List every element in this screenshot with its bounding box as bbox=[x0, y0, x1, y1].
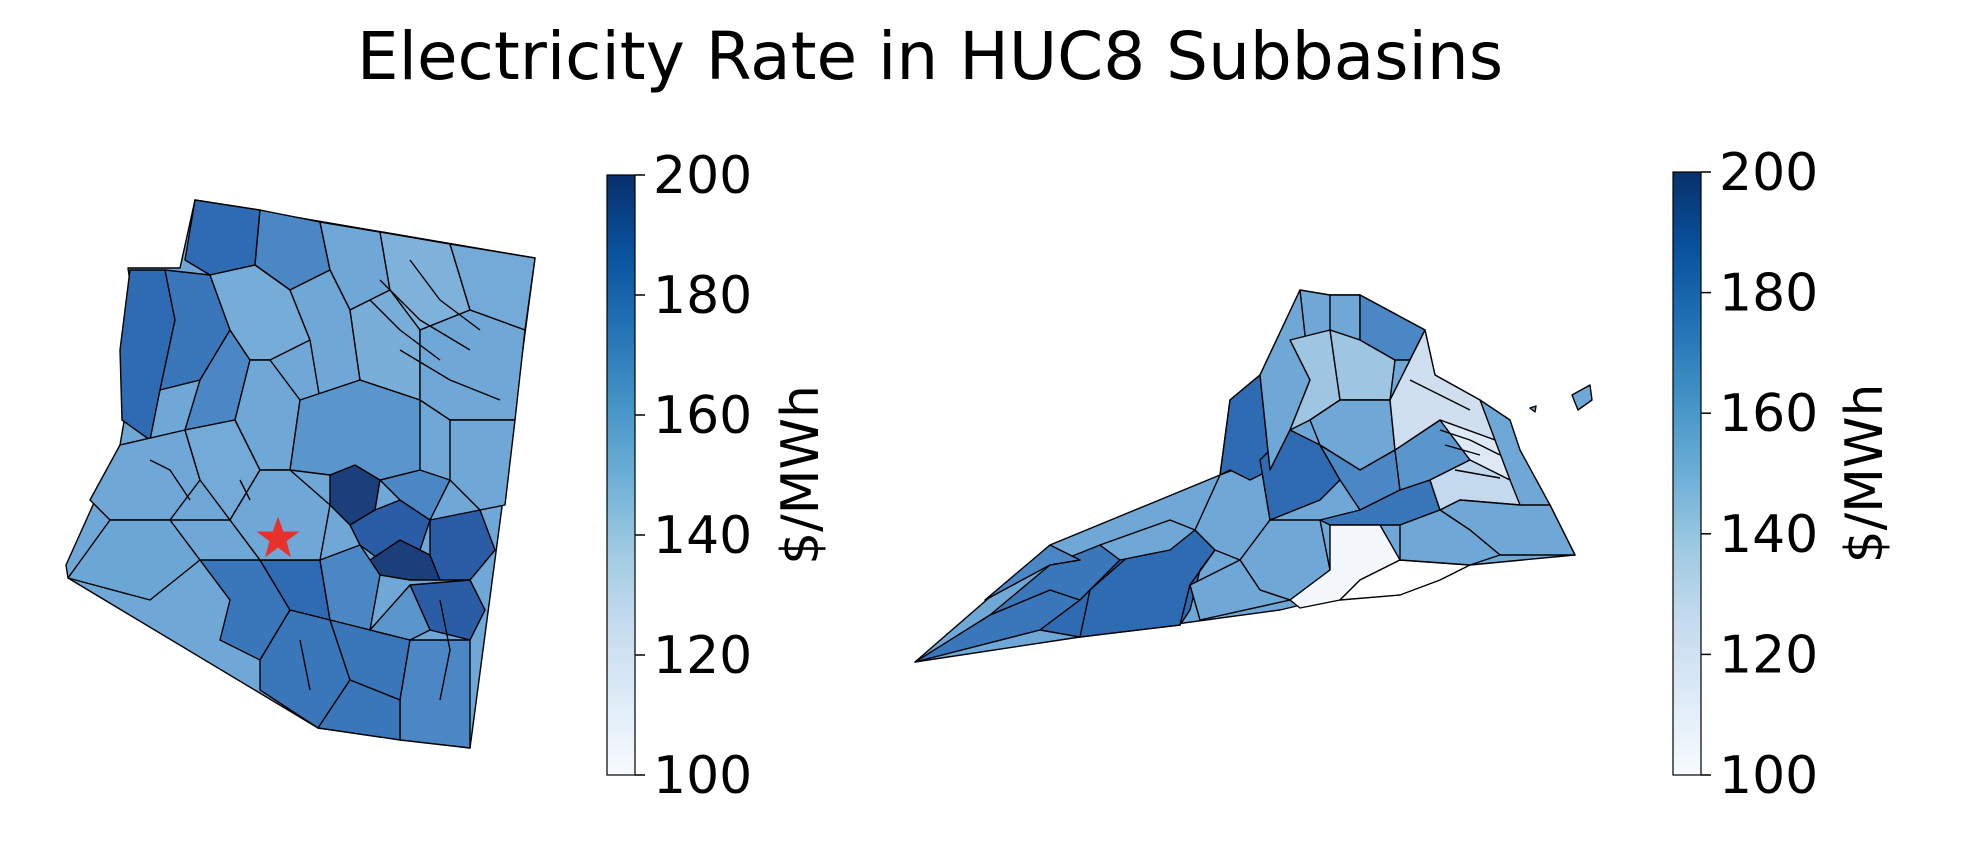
colorbar-tick-label: 100 bbox=[1719, 746, 1818, 806]
colorbar-tick-label: 200 bbox=[1719, 143, 1818, 203]
colorbar-axis-label: $/MWh bbox=[771, 385, 831, 565]
colorbar-tick-label: 180 bbox=[1719, 264, 1818, 324]
colorbar-tick-label: 180 bbox=[653, 266, 752, 326]
arizona-map bbox=[65, 199, 536, 749]
virginia-subbasin bbox=[1571, 384, 1593, 411]
virginia-subbasin bbox=[1529, 405, 1537, 413]
colorbar-tick-label: 140 bbox=[1719, 505, 1818, 565]
arizona-colorbar: 100 120 140 160 180 200 $/MWh bbox=[606, 146, 831, 806]
colorbar-tick-label: 100 bbox=[653, 746, 752, 806]
virginia-subbasin bbox=[1399, 509, 1501, 566]
colorbar-tick-label: 120 bbox=[1719, 625, 1818, 685]
figure-title: Electricity Rate in HUC8 Subbasins bbox=[356, 18, 1504, 95]
virginia-subbasin bbox=[1189, 559, 1291, 621]
colorbar-tick-label: 140 bbox=[653, 506, 752, 566]
arizona-basin-line bbox=[369, 259, 501, 401]
colorbar-tick-label: 160 bbox=[1719, 384, 1818, 444]
arizona-subbasin bbox=[369, 584, 431, 641]
arizona-subbasin bbox=[399, 639, 471, 749]
arizona-subbasin bbox=[289, 379, 421, 481]
virginia-subbasin bbox=[1099, 519, 1196, 561]
virginia-subbasin bbox=[1179, 549, 1216, 626]
virginia-subbasin bbox=[1359, 294, 1426, 361]
colorbar-tick-label: 160 bbox=[653, 386, 752, 446]
colorbar-axis-label: $/MWh bbox=[1835, 384, 1895, 564]
virginia-subbasin bbox=[984, 544, 1081, 601]
colorbar-tick-label: 200 bbox=[653, 146, 752, 206]
virginia-basin-line bbox=[1409, 379, 1501, 479]
arizona-subbasin bbox=[317, 679, 401, 741]
location-star-icon bbox=[256, 516, 300, 558]
colorbar-tick-label: 120 bbox=[653, 626, 752, 686]
arizona-subbasin bbox=[449, 419, 516, 511]
colorbar-gradient bbox=[1672, 171, 1702, 776]
arizona-subbasin bbox=[319, 544, 381, 631]
virginia-subbasin bbox=[1329, 329, 1396, 401]
virginia-colorbar: 100 120 140 160 180 200 $/MWh bbox=[1672, 143, 1895, 806]
virginia-subbasin bbox=[1389, 329, 1496, 451]
arizona-basin-line bbox=[149, 459, 451, 701]
virginia-map bbox=[914, 289, 1593, 663]
colorbar-gradient bbox=[606, 174, 636, 776]
